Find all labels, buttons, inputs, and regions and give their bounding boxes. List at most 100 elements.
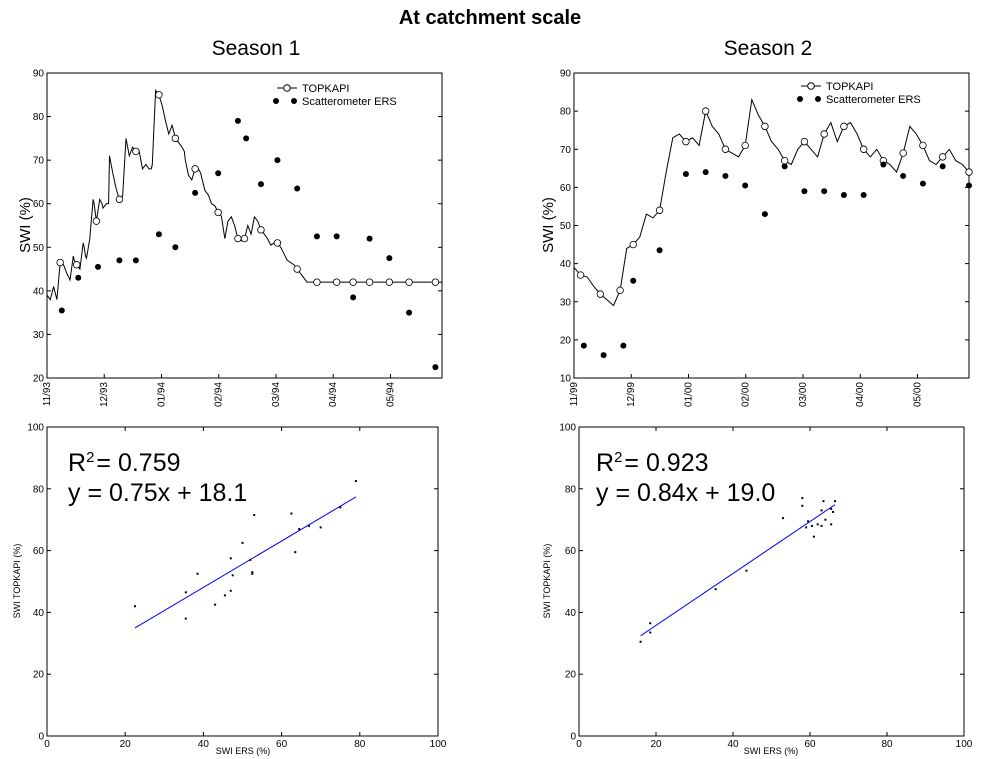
y-tick-label: 60 [33,546,45,557]
scatter-point [812,535,815,538]
topkapi-marker [701,107,710,115]
scatter-point [822,500,825,503]
topkapi-marker [761,122,769,131]
r-squared-annotation: R2= 0.923 [596,449,709,477]
y-tick-label: 80 [565,484,577,495]
ers-point [682,171,689,178]
r2-superscript: 2 [614,449,622,466]
scatter-point [294,551,297,554]
y-tick-label: 20 [33,670,45,681]
scatter-point [354,480,357,483]
ers-point [116,257,123,264]
ers-point [702,169,709,176]
ers-point [294,185,301,192]
x-tick-label: 12/99 [626,382,637,407]
ers-point [75,274,82,281]
legend-entry-ers: Scatterometer ERS [302,96,397,108]
x-tick-label: 80 [881,739,893,750]
plot-frame [578,426,965,737]
scatter-point [229,589,232,592]
y-tick-label: 40 [560,259,572,270]
scatter-point [649,631,652,634]
ers-point [966,182,972,189]
x-tick-label: 05/00 [912,382,923,407]
topkapi-marker [293,265,301,273]
topkapi-marker [72,261,81,269]
legend-open-marker [807,82,815,90]
ers-point [939,163,946,170]
y-tick-label: 70 [560,145,572,156]
scatter-point [184,591,187,594]
scatter-point [249,558,252,561]
x-tick-label: 04/00 [855,382,866,407]
y-axis-label: SWI TOPKAPI (%) [12,544,22,619]
ers-point [742,182,749,189]
topkapi-marker [240,234,249,243]
ers-point [432,364,439,371]
scatter-point [745,569,748,572]
scatter-point [231,574,234,577]
x-tick-label: 0 [576,739,582,750]
scatter-point [307,524,310,527]
ers-point [801,188,808,195]
x-tick-label: 20 [120,739,132,750]
x-tick-label: 01/94 [156,382,167,407]
season-2-timeseries-panel: Season 2 SWI (%) 10 20 30 40 50 60 70 80 90 11/99… [540,37,973,407]
y-tick-label: 80 [33,484,45,495]
x-tick-label: 40 [727,739,739,750]
x-tick-label: 12/93 [99,382,110,407]
y-tick-label: 40 [33,286,45,297]
figure-title: At catchment scale [399,7,581,29]
topkapi-marker [629,240,637,249]
x-tick-label: 100 [430,739,447,750]
ers-point [600,352,607,359]
r-squared-annotation: R2= 0.759 [68,449,181,477]
ers-point [781,163,788,170]
legend-filled-marker [291,98,297,104]
ers-point [406,309,413,316]
regression-equation: y = 0.75x + 18.1 [68,479,247,507]
y-tick-label: 60 [33,199,45,210]
scatter-point [816,523,819,526]
topkapi-marker [840,122,848,131]
topkapi-marker [682,137,690,146]
scatter-point [290,512,293,515]
y-tick-label: 10 [560,374,572,385]
y-tick-label: 100 [27,423,44,434]
plot-frame [46,426,439,737]
topkapi-marker [899,149,907,157]
scatter-point [298,527,301,530]
scatter-point [251,572,254,575]
x-tick-label: 02/00 [741,382,752,407]
x-tick-label: 100 [956,739,973,750]
topkapi-marker [234,234,242,243]
topkapi-marker [859,145,868,153]
ers-point [192,189,199,196]
scatter-point [339,506,342,509]
scatter-point [319,526,322,529]
x-tick-label: 60 [276,739,288,750]
scatter-point [782,517,785,520]
y-tick-label: 50 [560,221,572,232]
ers-point [656,247,663,254]
topkapi-marker [214,208,222,217]
plot-frame [573,72,970,379]
ers-point [580,342,587,349]
topkapi-marker [721,145,730,153]
ers-point [900,172,907,179]
legend-filled-marker [815,96,821,102]
y-axis-label: SWI (%) [540,197,557,253]
scatter-point [834,500,837,503]
x-tick-label: 01/00 [683,382,694,407]
scatter-point [832,510,835,513]
ers-point [630,277,637,284]
plot-frame [46,72,443,379]
topkapi-marker [919,141,927,150]
topkapi-marker [741,141,749,150]
x-tick-label: 02/94 [214,382,225,407]
scatter-point [820,509,823,512]
r2-prefix: R [596,449,614,477]
topkapi-marker [385,278,394,286]
y-tick-label: 90 [33,69,45,80]
